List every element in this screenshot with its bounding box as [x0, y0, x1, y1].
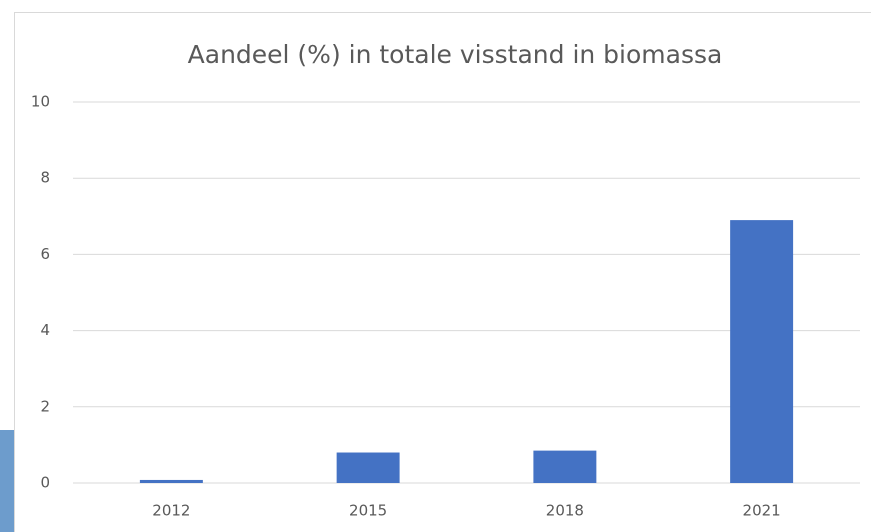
bar — [140, 480, 203, 483]
chart-title: Aandeel (%) in totale visstand in biomas… — [188, 40, 723, 69]
x-tick-label: 2021 — [743, 502, 781, 520]
y-tick-label: 2 — [40, 397, 50, 415]
x-tick-label: 2015 — [349, 502, 387, 520]
y-tick-label: 4 — [40, 321, 50, 339]
y-tick-label: 6 — [40, 245, 50, 263]
y-tick-label: 0 — [40, 474, 50, 492]
x-tick-label: 2018 — [546, 502, 584, 520]
page: {"chart_data": {"type": "bar", "title": … — [0, 0, 871, 532]
y-tick-label: 10 — [31, 93, 50, 111]
bar — [730, 220, 793, 483]
bar — [533, 451, 596, 483]
bar — [337, 453, 400, 483]
x-tick-label: 2012 — [152, 502, 190, 520]
background-image-fragment — [0, 430, 16, 532]
y-tick-label: 8 — [40, 169, 50, 187]
chart: Aandeel (%) in totale visstand in biomas… — [0, 0, 871, 532]
